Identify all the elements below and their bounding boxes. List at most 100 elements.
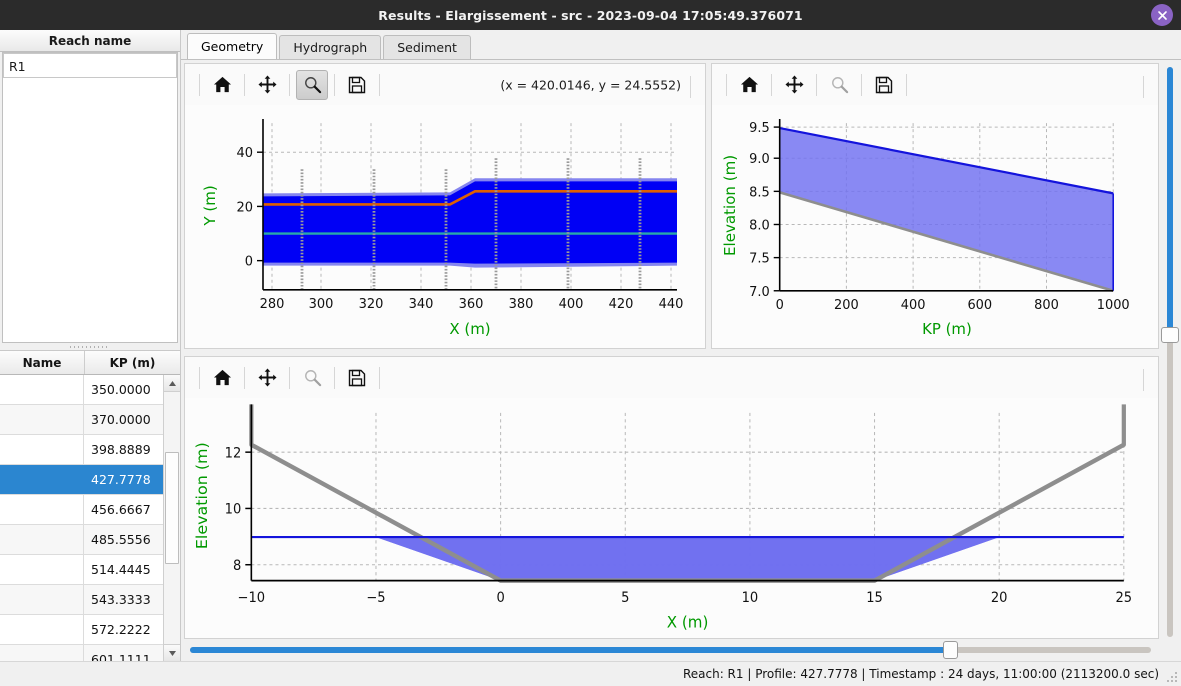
table-row[interactable]: 427.7778 <box>0 465 163 495</box>
cell-name <box>0 405 84 434</box>
tab-sediment[interactable]: Sediment <box>383 35 471 59</box>
cell-kp: 514.4445 <box>91 562 151 577</box>
cell-kp: 485.5556 <box>91 532 151 547</box>
zoom-icon[interactable] <box>296 363 328 393</box>
svg-text:800: 800 <box>1034 298 1059 313</box>
table-rows: 350.0000 370.0000 398.8889 427.7778 456.6667… <box>0 375 163 661</box>
table-row[interactable]: 350.0000 <box>0 375 163 405</box>
svg-text:200: 200 <box>834 298 859 313</box>
svg-text:7.5: 7.5 <box>749 252 770 267</box>
scrollbar-track[interactable] <box>164 392 180 644</box>
table-row[interactable]: 485.5556 <box>0 525 163 555</box>
svg-text:360: 360 <box>459 297 484 312</box>
cell-name <box>0 375 84 404</box>
window-body: Reach name R1 Name KP (m) 350.0000 370.00… <box>0 30 1181 661</box>
plan-view-toolbar: (x = 420.0146, y = 24.5552) <box>185 64 705 105</box>
table-row[interactable]: 370.0000 <box>0 405 163 435</box>
long-profile-xlabel: KP (m) <box>922 320 972 338</box>
home-icon[interactable] <box>206 363 238 393</box>
tab-geometry[interactable]: Geometry <box>187 33 278 59</box>
svg-text:300: 300 <box>309 297 334 312</box>
pan-icon[interactable] <box>778 70 810 100</box>
list-item[interactable]: R1 <box>3 53 177 78</box>
save-icon[interactable] <box>341 70 373 100</box>
svg-text:15: 15 <box>866 591 883 606</box>
scrollbar-thumb[interactable] <box>165 452 179 564</box>
table-scrollbar[interactable] <box>163 375 180 661</box>
long-profile-toolbar <box>712 64 1158 105</box>
table-row[interactable]: 601.1111 <box>0 645 163 661</box>
svg-text:600: 600 <box>967 298 992 313</box>
table-row[interactable]: 456.6667 <box>0 495 163 525</box>
plan-view-xlabel: X (m) <box>449 320 490 338</box>
scroll-up-arrow-icon[interactable] <box>164 375 180 392</box>
table-row[interactable]: 572.2222 <box>0 615 163 645</box>
cross-section-xlabel: X (m) <box>667 613 709 631</box>
column-header-kp[interactable]: KP (m) <box>109 355 156 370</box>
plan-view-plot-panel: (x = 420.0146, y = 24.5552) <box>184 63 706 349</box>
cell-name <box>0 495 84 524</box>
cursor-coordinates: (x = 420.0146, y = 24.5552) <box>500 77 681 92</box>
vslider-fill <box>1167 67 1173 331</box>
cell-kp: 543.3333 <box>91 592 151 607</box>
svg-text:420: 420 <box>609 297 634 312</box>
table-row[interactable]: 514.4445 <box>0 555 163 585</box>
resize-grip-icon[interactable] <box>1166 671 1178 683</box>
profile-slider[interactable] <box>1159 63 1181 661</box>
svg-text:9.0: 9.0 <box>749 152 770 167</box>
tab-hydrograph[interactable]: Hydrograph <box>279 35 382 59</box>
cell-kp: 398.8889 <box>91 442 151 457</box>
slider-handle[interactable] <box>943 641 959 659</box>
cross-section-toolbar <box>185 357 1158 398</box>
svg-text:380: 380 <box>509 297 534 312</box>
svg-text:10: 10 <box>742 591 759 606</box>
svg-text:0: 0 <box>776 298 784 313</box>
svg-text:8: 8 <box>233 559 241 574</box>
timestep-slider-row <box>184 639 1159 661</box>
save-icon[interactable] <box>868 70 900 100</box>
plan-view-canvas[interactable]: 40 20 0 280 300 320 340 <box>185 105 705 348</box>
reach-list[interactable]: R1 <box>2 52 178 343</box>
timestep-slider[interactable] <box>190 641 1151 659</box>
svg-text:280: 280 <box>260 297 285 312</box>
svg-text:10: 10 <box>225 502 242 517</box>
svg-text:400: 400 <box>901 298 926 313</box>
home-icon[interactable] <box>206 70 238 100</box>
save-icon[interactable] <box>341 363 373 393</box>
svg-text:9.5: 9.5 <box>749 121 770 136</box>
long-profile-canvas[interactable]: 7.0 7.5 8.0 8.5 9.0 9.5 0 <box>712 105 1158 348</box>
scroll-down-arrow-icon[interactable] <box>164 644 180 661</box>
cell-name <box>0 435 84 464</box>
home-icon[interactable] <box>733 70 765 100</box>
panel-splitter[interactable] <box>0 343 180 350</box>
svg-text:20: 20 <box>991 591 1008 606</box>
status-text: Reach: R1 | Profile: 427.7778 | Timestam… <box>682 667 1159 681</box>
cell-name <box>0 645 84 661</box>
svg-text:440: 440 <box>659 297 684 312</box>
reach-name-header: Reach name <box>0 30 180 52</box>
cell-kp: 350.0000 <box>91 382 151 397</box>
cross-section-canvas[interactable]: 12 10 8 −10 −5 0 5 10 <box>185 398 1158 638</box>
left-panel: Reach name R1 Name KP (m) 350.0000 370.00… <box>0 30 181 661</box>
tab-bar: Geometry Hydrograph Sediment <box>181 30 1181 60</box>
top-plot-row: (x = 420.0146, y = 24.5552) <box>184 63 1159 349</box>
cell-kp: 456.6667 <box>91 502 151 517</box>
vslider-groove <box>1167 67 1173 637</box>
zoom-icon[interactable] <box>296 69 328 100</box>
pan-icon[interactable] <box>251 70 283 100</box>
svg-text:−10: −10 <box>238 591 266 606</box>
table-row[interactable]: 398.8889 <box>0 435 163 465</box>
close-icon[interactable] <box>1151 4 1173 26</box>
zoom-icon[interactable] <box>823 70 855 100</box>
slider-fill <box>190 647 950 653</box>
cross-section-ylabel: Elevation (m) <box>194 442 211 549</box>
svg-text:8.5: 8.5 <box>749 185 770 200</box>
svg-text:0: 0 <box>245 255 253 270</box>
table-row[interactable]: 543.3333 <box>0 585 163 615</box>
column-header-name[interactable]: Name <box>0 351 85 374</box>
pan-icon[interactable] <box>251 363 283 393</box>
vslider-handle[interactable] <box>1161 327 1179 343</box>
svg-text:7.0: 7.0 <box>749 285 770 300</box>
cell-name <box>0 585 84 614</box>
